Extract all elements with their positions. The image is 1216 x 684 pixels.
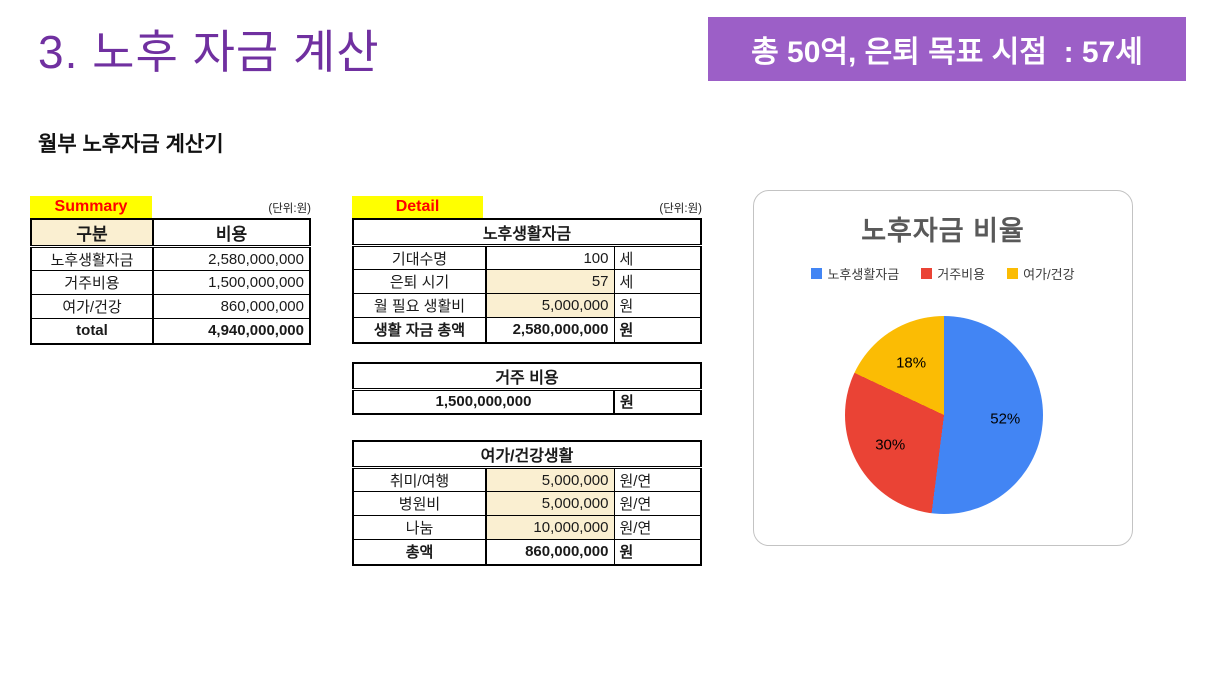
- summary-caption-row: Summary (단위:원): [30, 196, 311, 218]
- page-title: 3. 노후 자금 계산: [38, 26, 380, 78]
- living-row-label: 월 필요 생활비: [352, 293, 487, 318]
- pie-chart: [845, 316, 1043, 514]
- table-row: 나눔 10,000,000 원/연: [352, 515, 702, 540]
- summary-table: 구분 비용 노후생활자금 2,580,000,000 거주비용 1,500,00…: [30, 218, 311, 345]
- pie-chart-card: 노후자금 비율 노후생활자금 거주비용 여가/건강 52% 30% 18%: [753, 190, 1133, 546]
- chart-legend: 노후생활자금 거주비용 여가/건강: [754, 264, 1132, 283]
- housing-title: 거주 비용: [352, 362, 702, 391]
- legend-label: 여가/건강: [1023, 267, 1075, 282]
- legend-swatch-icon: [921, 268, 933, 279]
- table-row: 은퇴 시기 57 세: [352, 269, 702, 294]
- summary-row-label: 여가/건강: [30, 294, 154, 319]
- housing-header-row: 거주 비용: [352, 362, 702, 391]
- summary-header-category: 구분: [30, 218, 154, 248]
- leisure-health-table: 여가/건강생활 취미/여행 5,000,000 원/연 병원비 5,000,00…: [352, 440, 702, 566]
- living-total-value: 2,580,000,000: [485, 317, 615, 343]
- living-row-unit: 세: [613, 269, 702, 294]
- pie-wrap: 52% 30% 18%: [845, 316, 1043, 514]
- living-row-value-input: 5,000,000: [485, 293, 615, 318]
- leisure-row-label: 취미/여행: [352, 467, 487, 492]
- legend-label: 거주비용: [937, 267, 986, 282]
- leisure-row-value-input: 5,000,000: [485, 467, 615, 492]
- legend-label: 노후생활자금: [827, 267, 900, 282]
- living-funds-title: 노후생활자금: [352, 218, 702, 247]
- table-row: 기대수명 100 세: [352, 245, 702, 270]
- legend-item: 노후생활자금: [811, 264, 899, 283]
- detail-unit-note: (단위:원): [659, 203, 702, 215]
- living-row-unit: 원: [613, 293, 702, 318]
- housing-cost-table: 거주 비용 1,500,000,000 원: [352, 361, 702, 415]
- detail-caption-row: Detail (단위:원): [352, 196, 702, 218]
- table-row: 월 필요 생활비 5,000,000 원: [352, 293, 702, 318]
- legend-swatch-icon: [1007, 268, 1019, 279]
- leisure-row-label: 나눔: [352, 515, 487, 540]
- leisure-total-value: 860,000,000: [485, 539, 615, 565]
- summary-total-row: total 4,940,000,000: [30, 318, 311, 344]
- calculator-subtitle: 월부 노후자금 계산기: [38, 133, 224, 156]
- table-row: 여가/건강 860,000,000: [30, 294, 311, 319]
- living-funds-header-row: 노후생활자금: [352, 218, 702, 247]
- summary-unit-note: (단위:원): [268, 203, 311, 215]
- table-row: 노후생활자금 2,580,000,000: [30, 246, 311, 271]
- leisure-row-unit: 원/연: [613, 491, 702, 516]
- living-funds-table: 노후생활자금 기대수명 100 세 은퇴 시기 57 세 월 필요 생활비 5,…: [352, 218, 702, 344]
- detail-caption: Detail: [352, 196, 483, 218]
- goal-badge: 총 50억, 은퇴 목표 시점 : 57세: [708, 17, 1186, 81]
- table-row: 취미/여행 5,000,000 원/연: [352, 467, 702, 492]
- detail-section: Detail (단위:원) 노후생활자금 기대수명 100 세 은퇴 시기 57…: [352, 196, 702, 566]
- living-total-label: 생활 자금 총액: [352, 317, 487, 343]
- legend-swatch-icon: [811, 268, 823, 279]
- leisure-row-unit: 원/연: [613, 515, 702, 540]
- housing-unit: 원: [613, 388, 702, 415]
- pie-slice-label: 18%: [896, 354, 927, 372]
- leisure-title: 여가/건강생활: [352, 440, 702, 469]
- leisure-total-unit: 원: [613, 539, 702, 565]
- leisure-row-label: 병원비: [352, 491, 487, 516]
- leisure-total-row: 총액 860,000,000 원: [352, 539, 702, 565]
- living-row-value-input: 57: [485, 269, 615, 294]
- summary-caption: Summary: [30, 196, 152, 218]
- housing-value: 1,500,000,000: [352, 388, 615, 415]
- summary-row-value: 1,500,000,000: [152, 270, 311, 295]
- leisure-row-value-input: 10,000,000: [485, 515, 615, 540]
- living-total-unit: 원: [613, 317, 702, 343]
- legend-item: 거주비용: [921, 264, 985, 283]
- summary-header-row: 구분 비용: [30, 218, 311, 248]
- chart-title: 노후자금 비율: [861, 216, 1025, 246]
- summary-header-cost: 비용: [152, 218, 311, 248]
- leisure-header-row: 여가/건강생활: [352, 440, 702, 469]
- legend-item: 여가/건강: [1007, 264, 1075, 283]
- table-row: 거주비용 1,500,000,000: [30, 270, 311, 295]
- living-row-value: 100: [485, 245, 615, 270]
- pie-slice-label: 30%: [875, 436, 906, 454]
- living-row-label: 은퇴 시기: [352, 269, 487, 294]
- living-row-label: 기대수명: [352, 245, 487, 270]
- living-total-row: 생활 자금 총액 2,580,000,000 원: [352, 317, 702, 343]
- summary-total-value: 4,940,000,000: [152, 318, 311, 344]
- pie-slice-label: 52%: [990, 410, 1021, 428]
- summary-row-label: 노후생활자금: [30, 246, 154, 271]
- summary-total-label: total: [30, 318, 154, 344]
- leisure-total-label: 총액: [352, 539, 487, 565]
- leisure-row-unit: 원/연: [613, 467, 702, 492]
- housing-value-row: 1,500,000,000 원: [352, 388, 702, 415]
- summary-row-label: 거주비용: [30, 270, 154, 295]
- summary-row-value: 860,000,000: [152, 294, 311, 319]
- living-row-unit: 세: [613, 245, 702, 270]
- summary-section: Summary (단위:원) 구분 비용 노후생활자금 2,580,000,00…: [30, 196, 311, 345]
- leisure-row-value-input: 5,000,000: [485, 491, 615, 516]
- table-row: 병원비 5,000,000 원/연: [352, 491, 702, 516]
- summary-row-value: 2,580,000,000: [152, 246, 311, 271]
